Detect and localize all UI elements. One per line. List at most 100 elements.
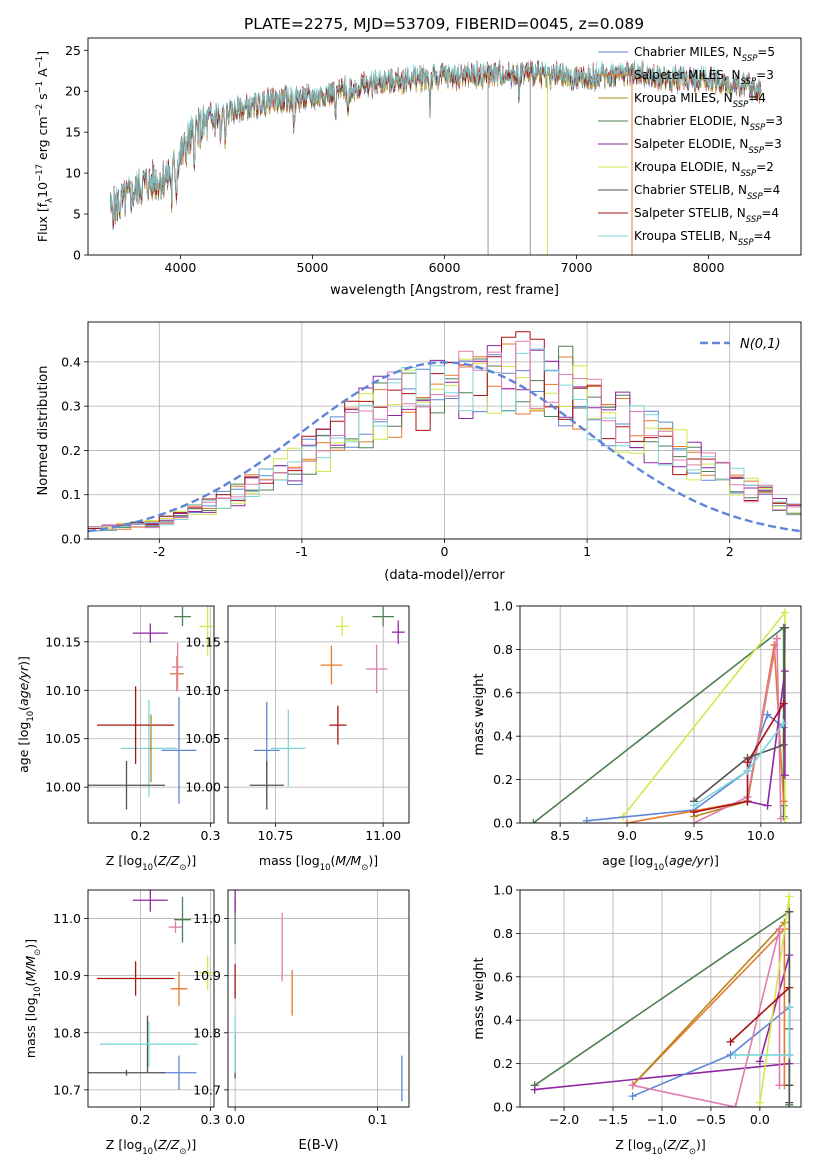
weight-series [731, 1003, 794, 1059]
weight-marker [780, 771, 789, 780]
x-tick-label: 0.2 [131, 828, 151, 843]
errorbar-point [174, 606, 191, 627]
y-tick-label: 0.8 [493, 642, 513, 657]
weight-marker [731, 1050, 740, 1059]
legend-label: Chabrier MILES, NSSP=5 [634, 45, 775, 64]
y-tick-label: 10.9 [193, 968, 221, 983]
y-axis-label: Normed distribution [36, 366, 51, 496]
weight-marker [779, 740, 788, 749]
errorbar-point [372, 606, 394, 627]
plot-weight_vs_Z: −2.0 −1.5 −1.0 −0.5 0.0 0.0 0.2 0.4 0.6 0.8 1.0 Z [… [472, 883, 802, 1157]
y-tick-label: 0.2 [493, 1056, 513, 1071]
y-tick-label: 10.8 [53, 1025, 81, 1040]
x-axis-label: (data-model)/error [384, 568, 505, 583]
y-tick-label: 10.15 [185, 634, 221, 649]
weight-marker [780, 623, 789, 632]
x-axis-label: Z [log10(Z/Z⊙)] [106, 853, 196, 873]
plot-area-age_vs_Z [88, 606, 214, 810]
x-tick-label: 10.75 [258, 828, 294, 843]
y-tick-label: 10.00 [45, 780, 81, 795]
axes-frame [227, 605, 410, 824]
weight-marker [689, 819, 698, 823]
weight-marker [785, 907, 794, 916]
axes-frame [519, 605, 802, 824]
y-tick-label: 10.05 [45, 731, 81, 746]
y-tick-label: 10.8 [193, 1025, 221, 1040]
x-tick-label: 7000 [561, 260, 593, 275]
x-tick-label: -2 [153, 544, 165, 559]
x-tick-label: 0.1 [368, 1112, 388, 1127]
weight-marker [726, 1037, 735, 1046]
errorbar-point [199, 606, 214, 656]
weight-marker [772, 634, 781, 643]
legend-label: Salpeter ELODIE, NSSP=3 [634, 137, 782, 156]
axes-frame [87, 889, 215, 1108]
histogram-step [88, 340, 801, 529]
weight-marker [755, 1098, 764, 1107]
y-tick-label: 5 [73, 207, 81, 222]
y-tick-label: 20 [65, 84, 81, 99]
axes-frame [87, 321, 802, 540]
x-tick-label: 9.0 [617, 828, 637, 843]
y-tick-label: 10.7 [53, 1082, 81, 1097]
y-tick-label: 0 [73, 248, 81, 263]
weight-marker [785, 1081, 794, 1090]
weight-marker [628, 1081, 637, 1090]
y-axis-label: mass [log10(M/M⊙)] [23, 939, 43, 1058]
x-tick-label: −2.0 [549, 1112, 579, 1127]
plot-weight_vs_age: 8.5 9.0 9.5 10.0 0.0 0.2 0.4 0.6 0.8 1.0 age [log1… [472, 599, 802, 873]
plot-area-mass_vs_Z [88, 890, 214, 1090]
x-axis-label: wavelength [Angstrom, rest frame] [330, 283, 559, 298]
plot-area-weight_vs_Z [530, 892, 794, 1107]
weight-marker [780, 608, 789, 617]
weight-marker [623, 819, 632, 823]
weight-line [632, 921, 785, 1086]
plot-age_vs_Z: 0.2 0.3 10.00 10.05 10.10 10.15 Z [log10(Z/Z⊙)… [16, 605, 220, 873]
errorbar-point [88, 1069, 165, 1076]
errorbar-point [335, 616, 349, 637]
legend-label: Salpeter STELIB, NSSP=4 [634, 206, 779, 225]
y-tick-label: 10.10 [185, 683, 221, 698]
errorbar-point [99, 1021, 198, 1068]
x-tick-label: -1 [296, 544, 308, 559]
weight-series [689, 719, 788, 810]
x-tick-label: 2 [726, 544, 734, 559]
weight-marker [731, 1103, 740, 1107]
histogram-step [88, 348, 801, 531]
legend-label: Kroupa ELODIE, NSSP=2 [634, 160, 774, 179]
errorbar-point [169, 656, 184, 692]
x-tick-label: −1.0 [647, 1112, 677, 1127]
plot-area-weight_vs_age [529, 608, 789, 823]
y-axis-label: mass weight [472, 957, 487, 1039]
errorbar-point [149, 714, 153, 783]
weight-marker [628, 1092, 637, 1101]
weight-marker [743, 758, 752, 767]
y-tick-label: 15 [65, 125, 81, 140]
legend-label: Kroupa STELIB, NSSP=4 [634, 229, 771, 248]
x-axis-label: mass [log10(M/M⊙)] [259, 853, 378, 873]
errorbar-point [97, 961, 175, 996]
plot-area-residuals [88, 331, 801, 533]
x-tick-label: 4000 [165, 260, 197, 275]
errorbar-point [199, 955, 214, 990]
y-tick-label: 0.0 [493, 816, 513, 831]
errorbar-point [249, 761, 285, 810]
weight-marker [755, 1057, 764, 1066]
errorbar-point [132, 890, 168, 912]
y-tick-label: 0.2 [493, 772, 513, 787]
y-tick-label: 10.00 [185, 780, 221, 795]
errorbar-point [168, 921, 183, 933]
x-tick-label: 11.00 [365, 828, 401, 843]
y-tick-label: 10.7 [193, 1082, 221, 1097]
y-axis-label: age [log10(age/yr)] [16, 656, 36, 773]
axes-frame [87, 605, 215, 824]
plot-mass_vs_ebv: 0.0 0.1 10.7 10.8 10.9 11.0 E(B-V) [193, 889, 410, 1153]
weight-marker [582, 816, 591, 823]
x-tick-label: 9.5 [684, 828, 704, 843]
errorbar-point [88, 761, 165, 810]
errorbar-point [172, 642, 184, 692]
x-axis-label: age [log10(age/yr)] [602, 853, 719, 873]
x-axis-label: E(B-V) [298, 1138, 338, 1153]
legend-label: Kroupa MILES, NSSP=4 [634, 91, 766, 110]
